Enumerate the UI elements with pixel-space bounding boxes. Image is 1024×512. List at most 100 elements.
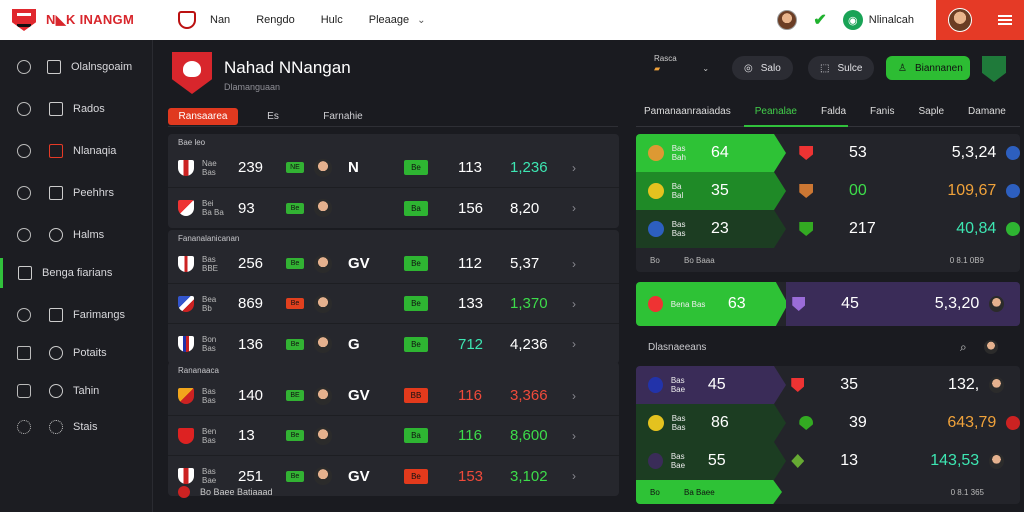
avatar[interactable] (984, 340, 998, 354)
status-dot-icon[interactable] (1006, 146, 1020, 160)
search-icon[interactable]: ⌕ (960, 340, 967, 354)
table-row[interactable]: Bas Bae 45 35 132, (636, 366, 1020, 404)
tab-3[interactable]: Farnahie (323, 111, 363, 122)
status-dot-icon[interactable] (1006, 222, 1020, 236)
table-row[interactable]: Bas Bae 55 13 143,53 (636, 442, 1020, 480)
table-row[interactable]: Ben Bas 13 Be Ba 116 8,600 › (168, 416, 619, 456)
match-info: Bas Bah (671, 144, 686, 162)
player-avatar (314, 158, 332, 177)
sidebar-item-1[interactable]: Olalnsgoaim (0, 52, 153, 82)
chevron-right-icon[interactable]: › (572, 256, 576, 271)
tab-2[interactable]: Es (267, 111, 279, 122)
value-3: 143,53 (930, 452, 980, 469)
highlight-row[interactable]: Bena Bas 63 45 5,3,20 (636, 282, 1020, 326)
gear-icon (17, 420, 31, 434)
table-row[interactable]: Bas Bae 251 Be GV Be 153 3,102 › (168, 456, 619, 496)
sidebar-item-9[interactable]: Tahin (0, 376, 153, 406)
player-avatar (989, 453, 1005, 469)
value-1: 140 (238, 387, 264, 404)
tab-overview[interactable]: Pamanaanraaiadas (644, 106, 731, 117)
section-label: Dlasnaeeans (648, 342, 707, 353)
primary-action-button[interactable]: ♙ Biannanen (886, 56, 970, 80)
chevron-right-icon[interactable]: › (572, 428, 576, 443)
sidebar-item-10[interactable]: Stais (0, 412, 153, 442)
table-row[interactable]: Bena Bas 63 45 5,3,20 (636, 282, 1020, 326)
gear-icon (49, 420, 63, 434)
status-dot-icon[interactable] (1006, 416, 1020, 430)
table-row[interactable]: Bas Bas 140 BE GV BB 116 3,366 › (168, 376, 619, 416)
nav-link-1[interactable]: Nan (210, 14, 231, 26)
table-row[interactable]: Ba Bal 35 00 109,67 (636, 172, 1020, 210)
value-2: 116 (458, 387, 482, 404)
table-row[interactable]: Bei Ba Ba 93 Be Ba 156 8,20 › (168, 188, 619, 228)
tab-active[interactable]: Peanalae (754, 106, 797, 117)
club-icon (178, 468, 194, 484)
value-1: 869 (238, 295, 264, 312)
club-icon (178, 486, 190, 498)
check-icon[interactable]: ✔ (813, 12, 827, 29)
table-row[interactable]: Bea Bb 869 Be Be 133 1,370 › (168, 284, 619, 324)
page-title: Nahad NNangan (224, 58, 351, 77)
tab-fields[interactable]: Falda (821, 106, 847, 117)
chevron-right-icon[interactable]: › (572, 388, 576, 403)
tab-damage[interactable]: Damane (968, 106, 1006, 117)
sidebar-item-3[interactable]: Nlanaqia (0, 136, 153, 166)
match-group-2: Fananalanicanan Bas BBE 256 Be GV Be 112 … (168, 230, 619, 364)
notification-icon[interactable]: ◉ (842, 10, 863, 30)
chevron-right-icon[interactable]: › (572, 337, 576, 351)
sulce-button[interactable]: ⬚ Sulce (808, 56, 875, 80)
avatar[interactable] (777, 10, 798, 30)
match-info: Bas Bas (671, 220, 686, 238)
table-row[interactable]: Bon Bas 136 Be G Be 712 4,236 › (168, 324, 619, 364)
tab-1[interactable]: Ransaarea (168, 108, 238, 125)
player-avatar (314, 199, 332, 217)
tab-sample[interactable]: Saple (918, 106, 945, 117)
sidebar-item-6[interactable]: Benga fiarians (0, 258, 153, 288)
chevron-right-icon[interactable]: › (572, 469, 576, 483)
small-label: Bo (650, 487, 660, 497)
table-row[interactable]: Bas Bah 64 53 5,3,24 (636, 134, 1020, 172)
user-label[interactable]: Nlinalcah (868, 14, 914, 26)
score-badge: Be (404, 160, 428, 175)
club-icon (178, 336, 194, 352)
brand-logo[interactable]: N◣K INANGM (12, 9, 162, 31)
chevron-right-icon[interactable]: › (572, 201, 576, 215)
dropdown-select[interactable]: Rasca ▰ ⌄ (654, 54, 710, 73)
table-row[interactable]: Bas BBE 256 Be GV Be 112 5,37 › (168, 244, 619, 284)
team-logo: GV (348, 255, 370, 272)
menu-icon[interactable] (998, 15, 1012, 25)
account-block (936, 0, 1024, 40)
sidebar-item-2[interactable]: Rados (0, 94, 153, 124)
value-3: 5,37 (510, 255, 540, 272)
sidebar-item-7[interactable]: Farimangs (0, 300, 153, 330)
player-avatar (314, 335, 332, 353)
sidebar-item-label: Tahin (73, 385, 100, 397)
chevron-right-icon[interactable]: › (572, 296, 576, 311)
table-row[interactable]: Bas Bas 23 217 40,84 (636, 210, 1020, 248)
nav-link-4[interactable]: Pleaage (368, 14, 410, 26)
profile-avatar[interactable] (948, 8, 972, 32)
table-row[interactable]: Bas Bas 86 39 643,79 (636, 404, 1020, 442)
match-info: Bei Ba Ba (202, 199, 224, 217)
status-dot-icon[interactable] (1006, 184, 1020, 198)
value-2: 116 (458, 427, 482, 444)
tab-bar: Ransaarea Es Farnahie (168, 108, 378, 125)
score-badge: Be (404, 468, 428, 484)
sidebar-item-label: Benga fiarians (42, 267, 113, 279)
top-bar: N◣K INANGM Nan Rengdo Hulc Pleaage ⌄ ✔ ◉… (0, 0, 1024, 40)
search-icon (17, 228, 31, 242)
value-3: 5,3,24 (951, 144, 997, 161)
nav-link-3[interactable]: Hulc (320, 14, 343, 26)
chevron-down-icon[interactable]: ⌄ (417, 14, 426, 26)
chevron-right-icon[interactable]: › (572, 160, 576, 175)
sidebar-item-4[interactable]: Peehhrs (0, 178, 153, 208)
match-group-3: Rananaaca Bas Bas 140 BE GV BB 116 3,366 … (168, 362, 619, 496)
share-icon: ⬚ (820, 62, 830, 74)
sidebar-item-5[interactable]: Halms (0, 220, 153, 250)
sidebar-item-label: Farimangs (73, 309, 125, 321)
sidebar-item-8[interactable]: Potaits (0, 338, 153, 368)
tab-fans[interactable]: Fanis (870, 106, 895, 117)
nav-link-2[interactable]: Rengdo (256, 14, 295, 26)
table-row[interactable]: Nae Bas 239 NE N Be 113 1,236 › (168, 148, 619, 188)
salo-button[interactable]: ◎ Salo (732, 56, 793, 80)
